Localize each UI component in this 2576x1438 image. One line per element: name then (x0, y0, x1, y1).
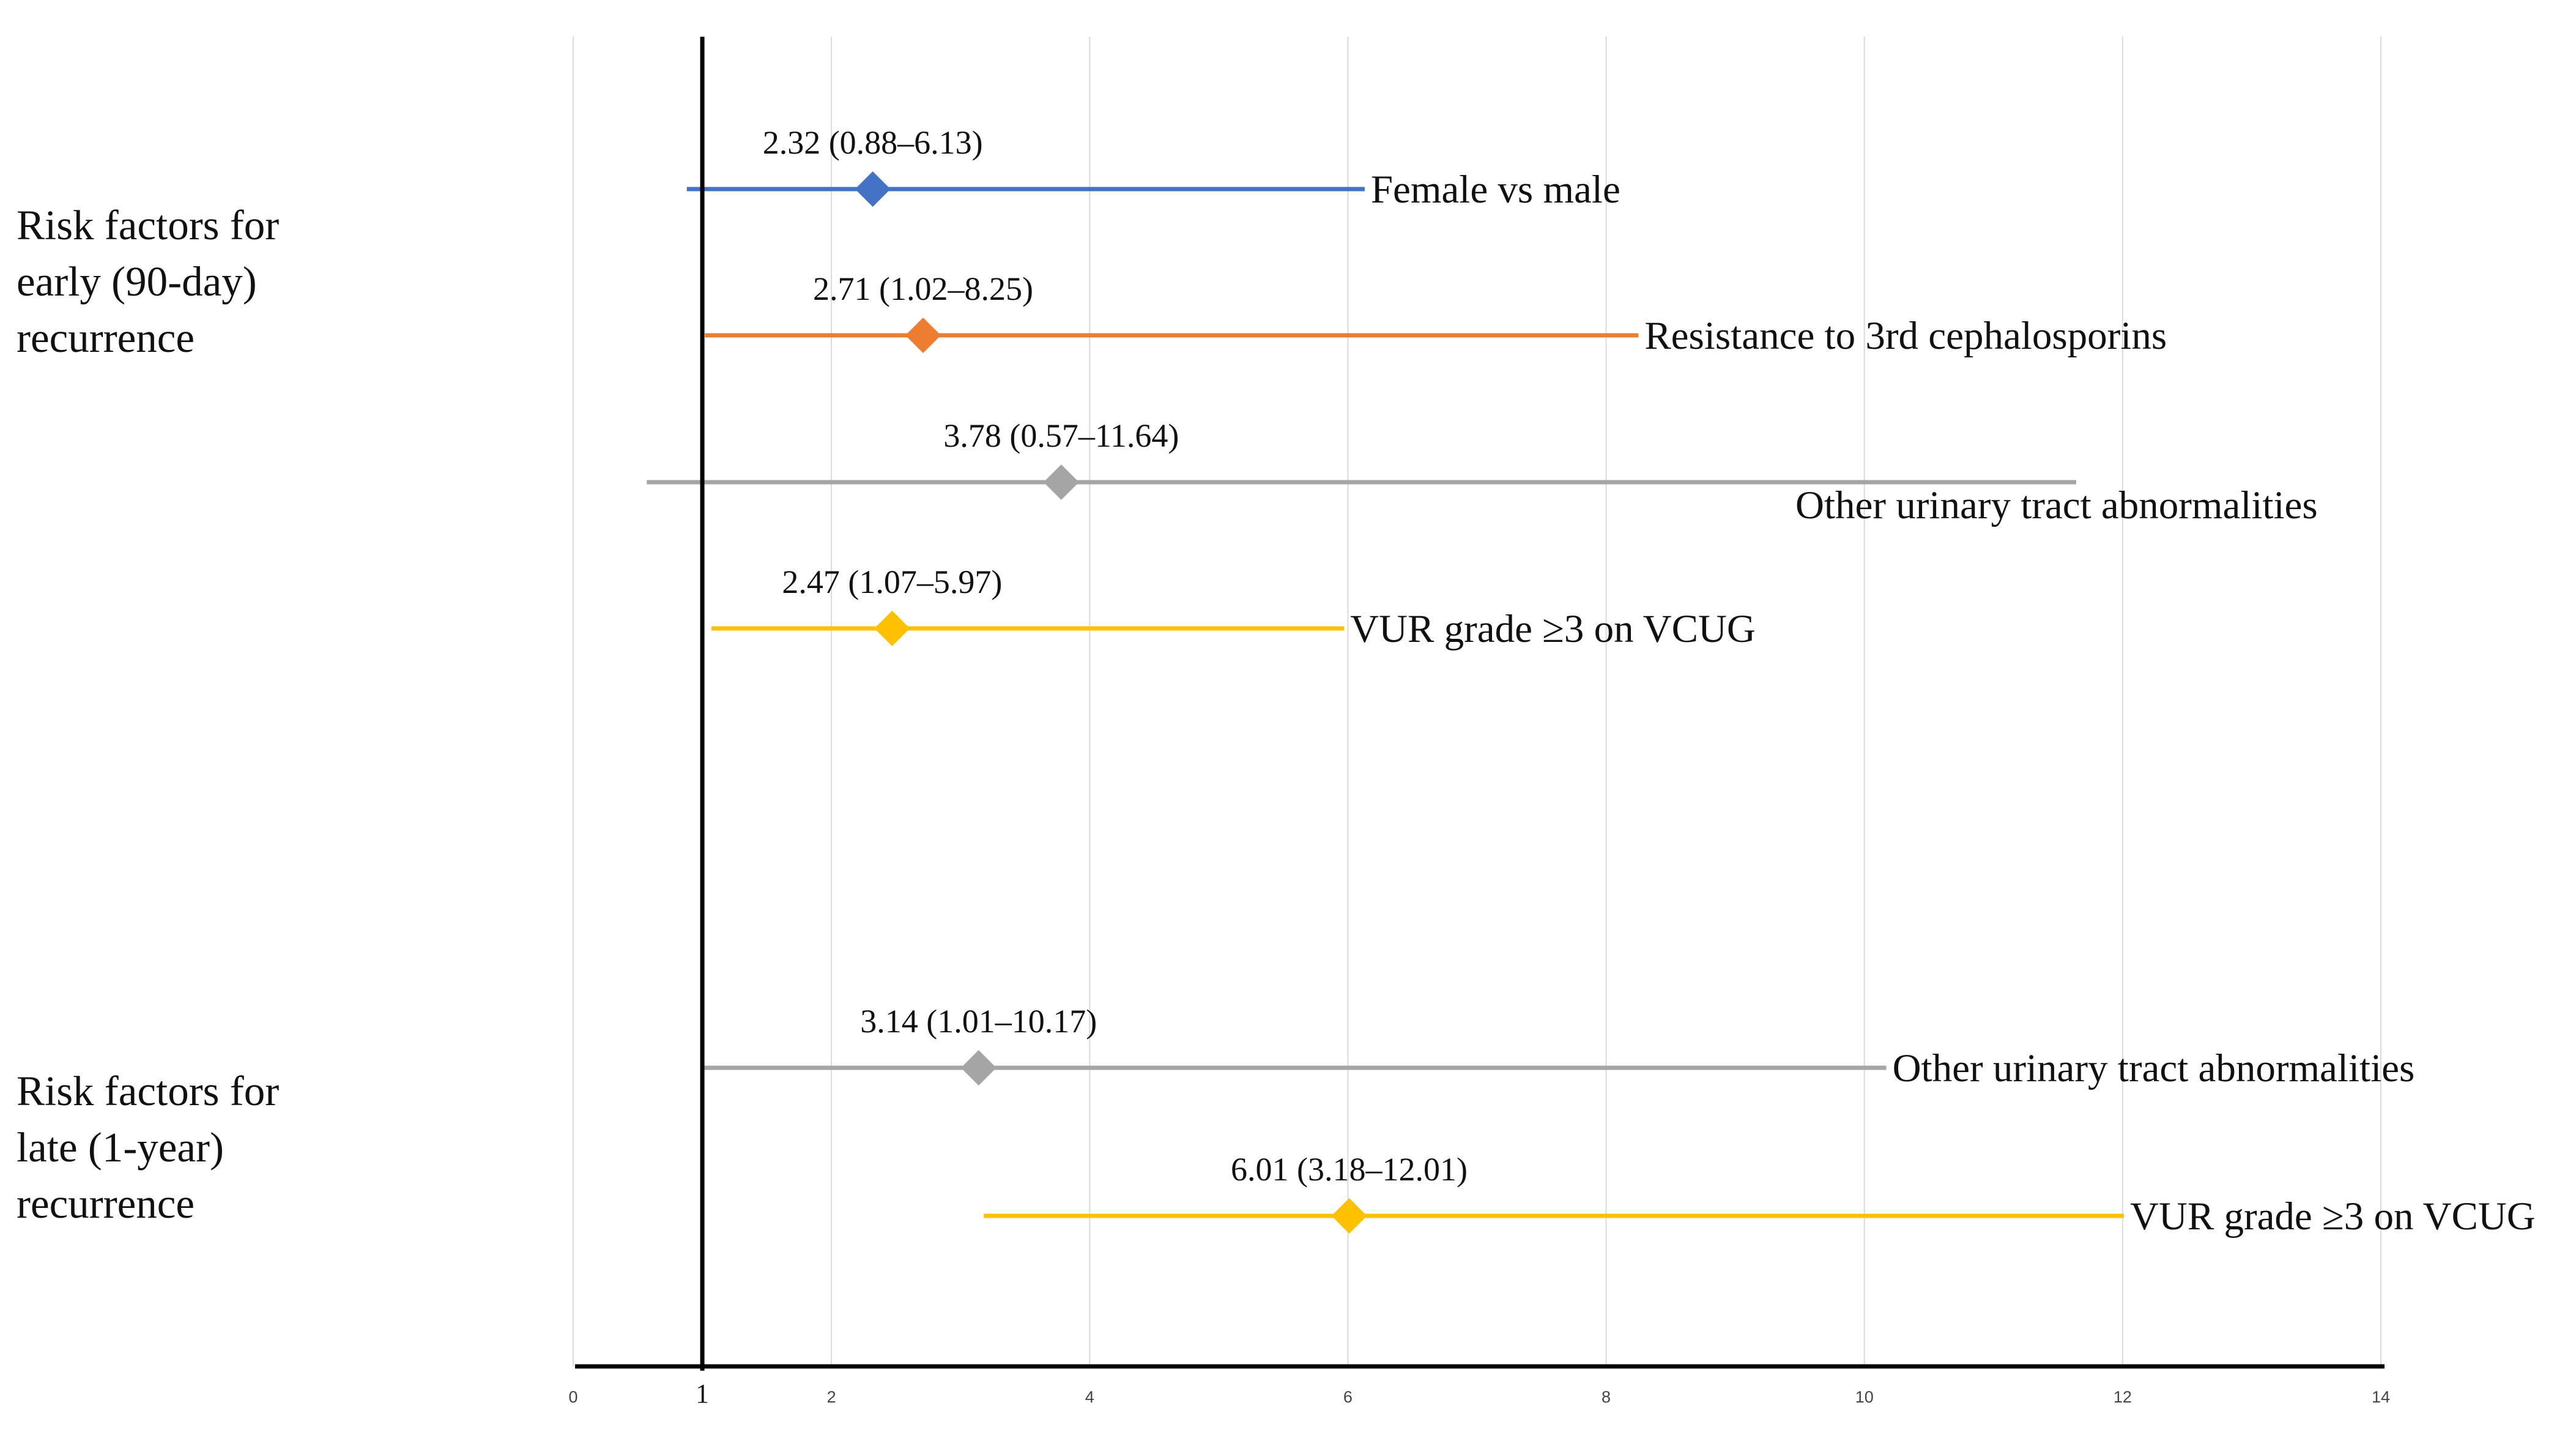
row-label-g1-r1: Female vs male (1371, 168, 1620, 212)
gridlines (573, 37, 2381, 1366)
x-tick-label-0: 0 (568, 1388, 577, 1406)
group-label-early-line-2: early (90-day) (17, 258, 257, 305)
group-label-early: Risk factors for early (90-day) recurren… (17, 197, 279, 366)
group-label-late-line-1: Risk factors for (17, 1068, 280, 1114)
x-axis-ticks: 0 2 4 6 8 10 12 14 (568, 1388, 2390, 1406)
reference-line-label: 1 (696, 1379, 709, 1409)
x-tick-label-10: 10 (1855, 1388, 1874, 1406)
estimate-marker-g1-r4 (874, 611, 910, 646)
estimate-annotation-g1-r1: 2.32 (0.88–6.13) (763, 124, 983, 161)
row-label-g1-r4: VUR grade ≥3 on VCUG (1350, 607, 1756, 651)
x-tick-label-2: 2 (827, 1388, 836, 1406)
estimate-annotation-g1-r3: 3.78 (0.57–11.64) (943, 417, 1179, 454)
estimate-marker-g1-r1 (855, 171, 891, 207)
group-label-late-line-2: late (1-year) (17, 1124, 225, 1171)
x-tick-label-4: 4 (1085, 1388, 1094, 1406)
estimate-marker-g2-r1 (960, 1050, 997, 1086)
estimate-annotation-g1-r2: 2.71 (1.02–8.25) (813, 270, 1033, 307)
x-tick-label-6: 6 (1343, 1388, 1353, 1406)
group-label-early-line-1: Risk factors for (17, 202, 280, 248)
x-tick-label-14: 14 (2372, 1388, 2390, 1406)
x-tick-label-8: 8 (1602, 1388, 1611, 1406)
estimate-annotation-g2-r1: 3.14 (1.01–10.17) (860, 1003, 1097, 1040)
estimate-marker-g1-r3 (1043, 464, 1079, 500)
row-label-g2-r1: Other urinary tract abnormalities (1893, 1046, 2415, 1090)
group-label-late-line-3: recurrence (17, 1180, 195, 1227)
group-label-early-line-3: recurrence (17, 315, 195, 361)
estimate-annotation-g2-r2: 6.01 (3.18–12.01) (1231, 1151, 1468, 1188)
row-label-g2-r2: VUR grade ≥3 on VCUG (2130, 1194, 2536, 1239)
row-label-g1-r2: Resistance to 3rd cephalosporins (1644, 314, 2167, 358)
estimate-marker-g2-r2 (1331, 1198, 1367, 1234)
group-label-late: Risk factors for late (1-year) recurrenc… (17, 1063, 279, 1232)
x-tick-label-12: 12 (2114, 1388, 2132, 1406)
ci-rows: 2.32 (0.88–6.13) Female vs male 2.71 (1.02… (647, 124, 2536, 1239)
estimate-annotation-g1-r4: 2.47 (1.07–5.97) (782, 564, 1002, 600)
estimate-marker-g1-r2 (905, 318, 941, 353)
row-label-g1-r3: Other urinary tract abnormalities (1795, 483, 2318, 527)
